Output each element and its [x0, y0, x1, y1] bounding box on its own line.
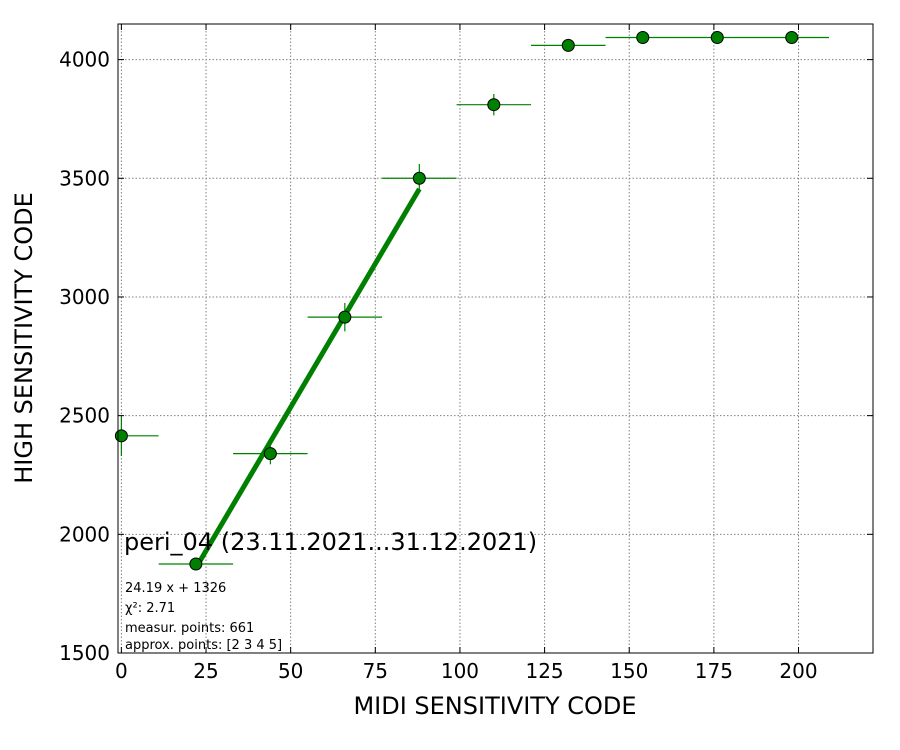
y-axis-label: HIGH SENSITIVITY CODE — [10, 192, 38, 484]
data-point — [636, 31, 650, 45]
y-tick-label: 2000 — [59, 522, 110, 546]
tick-labels: 0 25 50 75 100 125 150 175 200 1500 2000 2500 3000 35… — [59, 48, 818, 683]
error-bars — [118, 36, 829, 566]
fit-line — [193, 187, 422, 570]
x-axis-label: MIDI SENSITIVITY CODE — [353, 692, 636, 720]
ticks — [118, 24, 873, 654]
y-tick-label: 2500 — [59, 404, 110, 428]
x-tick-label: 25 — [193, 659, 218, 683]
x-tick-label: 200 — [779, 659, 817, 683]
data-point — [785, 31, 799, 45]
grid — [118, 24, 873, 654]
x-tick-label: 125 — [525, 659, 563, 683]
data-point — [710, 31, 724, 45]
data-point — [338, 310, 352, 324]
measurement-points-label: measur. points: 661 — [125, 621, 254, 636]
data-point — [189, 557, 203, 571]
data-point — [412, 171, 426, 185]
data-point — [114, 429, 128, 443]
x-tick-label: 150 — [610, 659, 648, 683]
x-tick-label: 75 — [363, 659, 388, 683]
plot-frame — [117, 23, 874, 654]
y-tick-label: 1500 — [59, 641, 110, 665]
fit-line-group — [193, 187, 422, 570]
y-tick-label: 4000 — [59, 48, 110, 72]
y-tick-label: 3500 — [59, 166, 110, 190]
data-point — [561, 38, 575, 52]
x-tick-label: 175 — [695, 659, 733, 683]
fit-equation: 24.19 x + 1326 — [125, 581, 226, 596]
approx-points-label: approx. points: [2 3 4 5] — [125, 638, 282, 653]
data-point — [263, 447, 277, 461]
data-point — [487, 98, 501, 112]
data-points — [114, 31, 799, 571]
x-tick-label: 100 — [441, 659, 479, 683]
chi-square-label: χ²: 2.71 — [125, 601, 175, 616]
chart-title: peri_04 (23.11.2021...31.12.2021) — [124, 528, 537, 556]
x-tick-label: 50 — [278, 659, 303, 683]
y-tick-label: 3000 — [59, 285, 110, 309]
x-tick-label: 0 — [115, 659, 128, 683]
